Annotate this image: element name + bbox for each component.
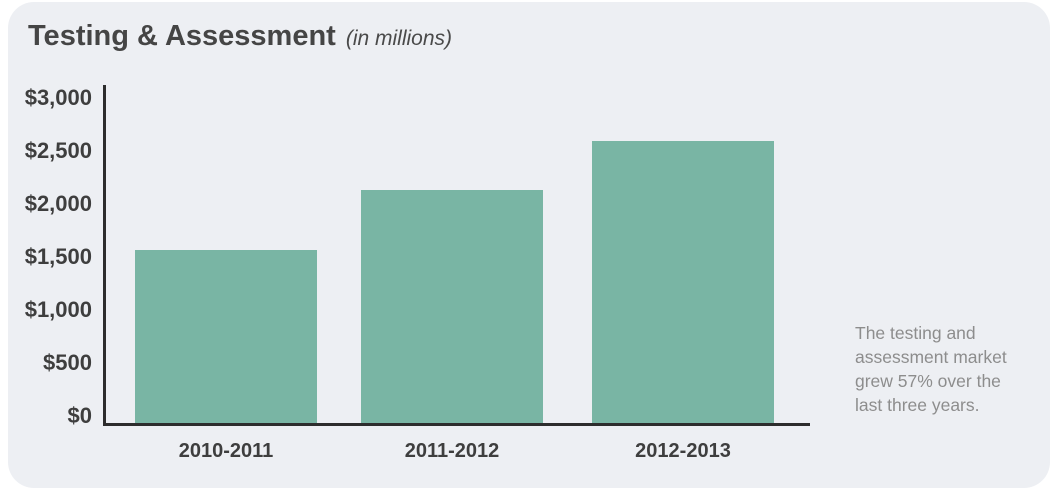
annotation-line: last three years. (855, 395, 980, 415)
plot-area: $3,000 $2,500 $2,000 $1,500 $1,000 $500 $0 2010… (8, 2, 1050, 488)
annotation-note: The testing and assessment market grew 57%… (855, 321, 1045, 417)
y-axis-line (103, 85, 106, 426)
annotation-line: The testing and (855, 323, 976, 343)
chart-card: Testing & Assessment (in millions) $3,00… (8, 2, 1050, 488)
bar-2011-2012 (361, 190, 543, 423)
y-axis-tick-label: $1,000 (24, 297, 92, 322)
chart-subtitle: (in millions) (345, 27, 453, 50)
annotation-line: grew 57% over the (855, 371, 1001, 391)
x-axis-category-label: 2012-2013 (635, 440, 731, 462)
y-axis-tick-label: $0 (67, 403, 92, 428)
y-axis-tick-label: $3,000 (24, 85, 92, 110)
x-axis-category-label: 2011-2012 (404, 440, 500, 462)
chart-title: Testing & Assessment (28, 20, 336, 52)
bar-2012-2013 (592, 141, 774, 423)
y-axis-tick-label: $2,000 (24, 191, 92, 216)
x-axis-line (103, 423, 810, 426)
chart-header: Testing & Assessment (in millions) (28, 20, 452, 53)
annotation-line: assessment market (855, 347, 1007, 367)
y-axis-tick-label: $1,500 (24, 244, 92, 269)
bar-2010-2011 (135, 250, 317, 423)
y-axis-tick-label: $2,500 (24, 138, 92, 163)
x-axis-category-label: 2010-2011 (178, 440, 274, 462)
y-axis-tick-label: $500 (43, 350, 92, 375)
